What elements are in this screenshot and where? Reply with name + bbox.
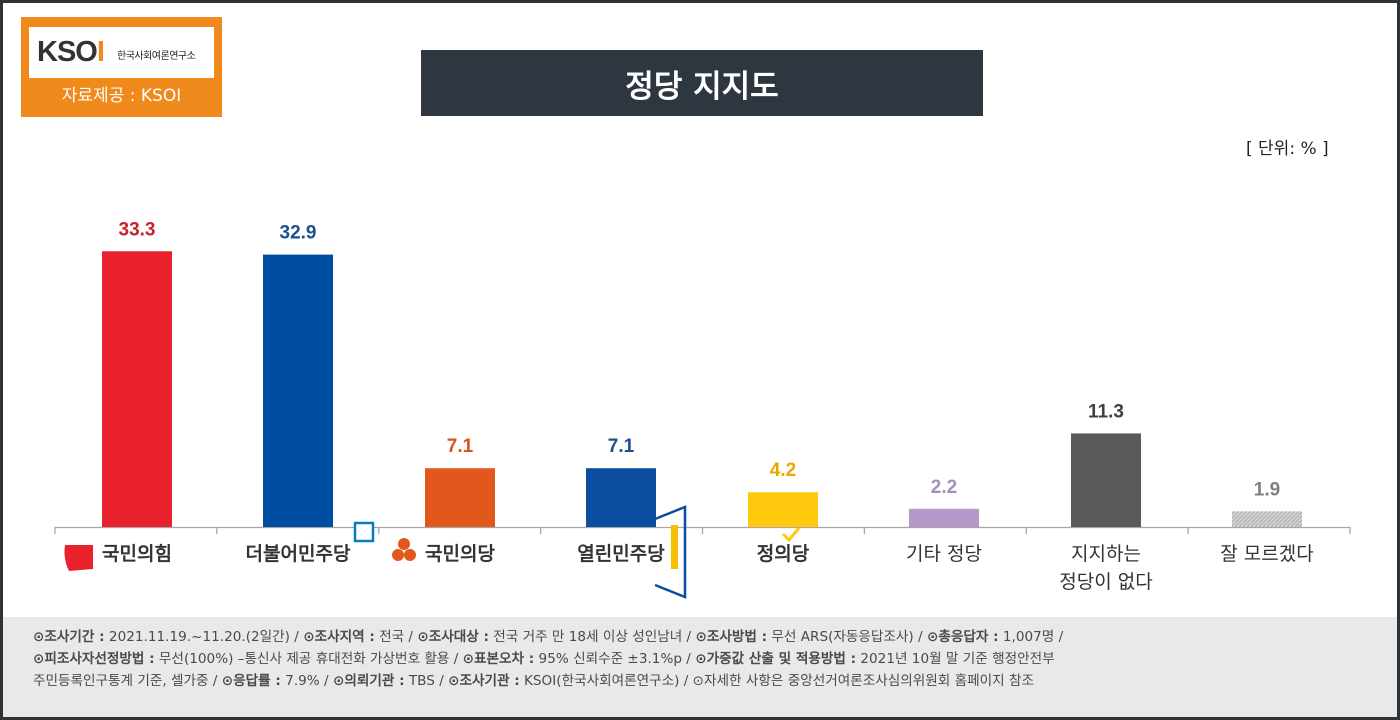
democratic-logo-mark — [353, 521, 375, 543]
data-label: 1.9 — [1254, 479, 1280, 500]
data-label: 32.9 — [280, 223, 317, 244]
unit-label: [ 단위: % ] — [1246, 139, 1329, 159]
open-democratic-logo-mark — [654, 505, 687, 599]
x-tick-label: 정의당 — [757, 543, 810, 565]
footnote-key: ⊙조사지역 : — [303, 629, 375, 645]
footnote-value: ⊙자세한 사항은 중앙선거여론조사심의위원회 홈페이지 참조 — [692, 673, 1034, 689]
x-tick-label: 정당이 없다 — [1059, 571, 1152, 593]
footnote-value: 무선(100%) –통신사 제공 휴대전화 가상번호 활용 / — [154, 651, 463, 667]
footnote-value: 무선 ARS(자동응답조사) / — [767, 629, 927, 645]
footnote-value: 2021년 10월 말 기준 행정안전부 — [856, 651, 1055, 667]
footnote-key: ⊙가중값 산출 및 적용방법 : — [695, 651, 857, 667]
data-label: 4.2 — [770, 460, 796, 481]
footnote-value: 1,007명 / — [998, 629, 1064, 645]
ksoi-logo: KSOI 한국사회여론연구소 — [29, 27, 214, 78]
data-label: 7.1 — [447, 436, 474, 457]
x-tick-label: 기타 정당 — [906, 543, 982, 565]
source-credit: 자료제공 : KSOI — [61, 86, 182, 106]
chart-title: 정당 지지도 — [421, 50, 983, 116]
footnote-value: 95% 신뢰수준 ±3.1%p / — [534, 651, 696, 667]
footnote-value: KSOI(한국사회여론연구소) / — [519, 673, 693, 689]
x-tick-label: 잘 모르겠다 — [1220, 543, 1313, 565]
open-democratic-logo-accent — [671, 525, 678, 569]
footnote-value: 전국 / — [374, 629, 418, 645]
x-tick-label: 국민의당 — [425, 543, 495, 565]
footnote-value: 전국 거주 만 18세 이상 성인남녀 / — [488, 629, 696, 645]
bar-6 — [1071, 433, 1141, 527]
footnote-key: ⊙피조사자선정방법 : — [33, 651, 155, 667]
people-party-logo-mark — [398, 538, 410, 550]
bar-chart: 33.3 국민의힘 32.9 더불어민주당 7.1 국민의당 7.1 열린민주당 4.2 정의당 2… — [54, 219, 1351, 599]
footnote-value: TBS / — [404, 673, 449, 689]
bar-2 — [425, 468, 495, 527]
footnote-key: ⊙조사방법 : — [695, 629, 768, 645]
justice-check-mark — [781, 527, 801, 543]
ksoi-org-name: 한국사회여론연구소 — [117, 51, 196, 62]
footnote-key: ⊙조사대상 : — [417, 629, 489, 645]
survey-footnote: ⊙조사기간 : 2021.11.19.~11.20.(2일간) / ⊙조사지역 … — [3, 617, 1397, 717]
footnote-key: ⊙조사기관 : — [448, 673, 520, 689]
footnote-line: ⊙조사기간 : 2021.11.19.~11.20.(2일간) / ⊙조사지역 … — [33, 626, 1397, 648]
x-tick-label: 열린민주당 — [577, 543, 665, 565]
bar-7 — [1232, 511, 1302, 527]
footnote-value: 주민등록인구통계 기준, 셀가중 / — [33, 673, 222, 689]
ksoi-wordmark: KSOI — [37, 36, 105, 68]
data-label: 2.2 — [931, 477, 957, 498]
bar-4 — [748, 492, 818, 527]
ksoi-logo-box: KSOI 한국사회여론연구소 자료제공 : KSOI — [21, 17, 222, 117]
chart-frame: KSOI 한국사회여론연구소 자료제공 : KSOI 정당 지지도 [ 단위: … — [3, 3, 1397, 717]
footnote-line: 주민등록인구통계 기준, 셀가중 / ⊙응답률 : 7.9% / ⊙의뢰기관 :… — [33, 670, 1397, 692]
x-tick-label: 국민의힘 — [102, 543, 172, 565]
bar-5 — [909, 508, 979, 527]
people-party-logo-mark — [392, 549, 404, 561]
footnote-key: ⊙응답률 : — [221, 673, 281, 689]
footnote-line: ⊙피조사자선정방법 : 무선(100%) –통신사 제공 휴대전화 가상번호 활… — [33, 648, 1397, 670]
footnote-key: ⊙조사기간 : — [33, 629, 105, 645]
people-party-logo-mark — [404, 549, 416, 561]
data-label: 33.3 — [119, 219, 156, 240]
x-tick-label: 지지하는 — [1071, 543, 1141, 565]
footnote-key: ⊙표본오차 : — [462, 651, 535, 667]
footnote-value: 2021.11.19.~11.20.(2일간) / — [104, 629, 304, 645]
x-tick-label: 더불어민주당 — [246, 543, 351, 565]
data-label: 11.3 — [1088, 401, 1124, 422]
footnote-value: 7.9% / — [280, 673, 333, 689]
footnote-key: ⊙총응답자 : — [926, 629, 999, 645]
footnote-key: ⊙의뢰기관 : — [332, 673, 405, 689]
bar-1 — [263, 254, 333, 527]
ppp-logo-mark — [64, 545, 93, 571]
data-label: 7.1 — [608, 436, 635, 457]
bar-3 — [586, 468, 656, 527]
bar-0 — [102, 251, 172, 527]
